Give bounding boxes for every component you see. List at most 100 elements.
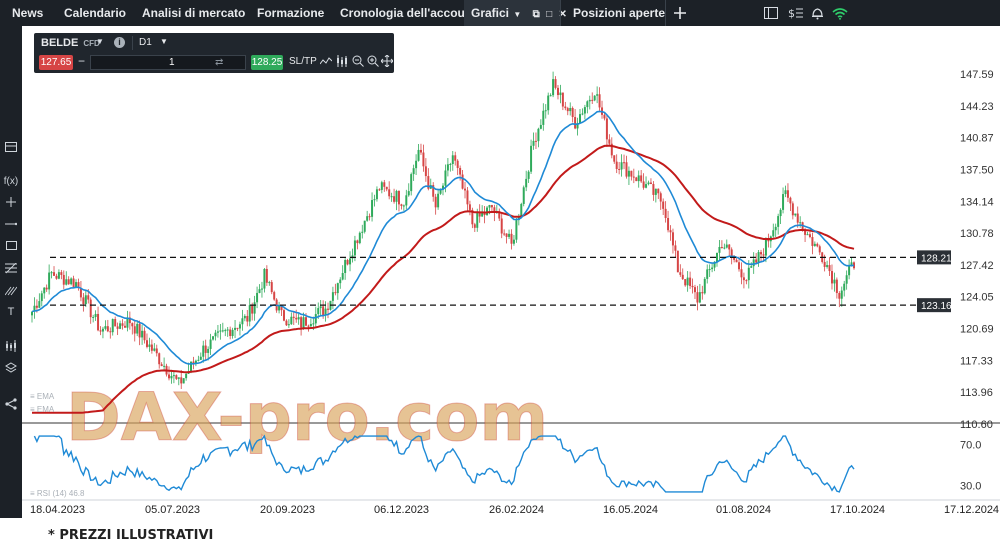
pitchfork-tool-icon[interactable] — [2, 281, 20, 299]
candle-body — [138, 323, 141, 338]
rectangle-tool-icon[interactable] — [2, 236, 20, 254]
candle-body — [591, 99, 594, 101]
candle-body — [295, 317, 298, 320]
candle-body — [194, 360, 197, 364]
candle-body — [520, 203, 523, 217]
candle-body — [442, 185, 444, 190]
tab-grafici[interactable]: Grafici ▼ ⧉ □ ✕ — [464, 0, 567, 26]
top-navigation: News Calendario Analisi di mercato Forma… — [0, 0, 1000, 26]
layout-icon[interactable] — [762, 4, 780, 22]
candle-body — [422, 152, 425, 167]
chart-type-icon[interactable] — [2, 138, 20, 156]
tab-cronologia-account[interactable]: Cronologia dell'account — [340, 6, 477, 20]
quantity-input[interactable]: 1 ⇄ — [90, 55, 246, 70]
candle-body — [385, 186, 388, 190]
candle-body — [833, 279, 836, 284]
candle-body — [229, 329, 232, 336]
instrument-symbol[interactable]: BELDE — [41, 37, 79, 49]
maximize-icon[interactable]: □ — [546, 9, 553, 20]
candle-body — [182, 378, 185, 384]
candle-body — [488, 205, 491, 208]
candle-body — [789, 197, 792, 204]
chevron-down-icon[interactable]: ▼ — [513, 10, 522, 19]
candle-body — [642, 181, 645, 188]
rsi-tick-label: 70.0 — [960, 439, 981, 451]
candle-body — [177, 377, 180, 379]
candle-body — [784, 190, 787, 195]
candle-body — [432, 185, 435, 197]
candle-body — [349, 258, 352, 265]
level-label: 128.21 — [921, 253, 952, 264]
indicators-icon[interactable] — [2, 337, 20, 355]
candle-body — [175, 375, 178, 379]
candle-body — [302, 317, 305, 328]
move-icon[interactable] — [380, 54, 394, 70]
add-tab-icon[interactable] — [668, 2, 692, 24]
candle-body — [464, 188, 467, 191]
function-icon[interactable]: f(x) — [3, 175, 19, 187]
tab-analisi-di-mercato[interactable]: Analisi di mercato — [142, 6, 246, 20]
candle-body — [226, 329, 229, 331]
line-tool-icon[interactable] — [2, 215, 20, 233]
layers-icon[interactable] — [2, 359, 20, 377]
tab-separator — [665, 0, 666, 26]
candle-body — [77, 282, 80, 288]
detach-icon[interactable]: ⧉ — [532, 9, 540, 20]
candle-body — [65, 279, 68, 285]
candles-icon[interactable] — [336, 55, 348, 70]
drawing-toolbar: f(x) T — [0, 26, 22, 518]
tab-calendario[interactable]: Calendario — [64, 6, 127, 20]
fibonacci-tool-icon[interactable] — [2, 259, 20, 277]
crosshair-icon[interactable] — [2, 193, 20, 211]
candle-body — [637, 175, 640, 182]
info-icon[interactable]: i — [114, 37, 125, 48]
candle-body — [89, 299, 92, 318]
currency-settings-icon[interactable]: $ — [787, 4, 805, 22]
text-tool-icon[interactable]: T — [7, 306, 15, 318]
candle-body — [141, 330, 144, 338]
swap-icon[interactable]: ⇄ — [215, 57, 224, 68]
candle-body — [216, 331, 219, 333]
candle-body — [645, 184, 648, 188]
timeframe-select[interactable]: D1 ▼ — [132, 36, 172, 50]
candle-body — [571, 107, 574, 118]
candle-body — [835, 279, 838, 294]
candle-body — [596, 94, 599, 96]
candle-body — [698, 292, 701, 303]
candle-body — [850, 262, 853, 266]
candle-body — [608, 139, 611, 144]
candle-body — [407, 191, 410, 196]
chevron-down-icon[interactable]: ▼ — [96, 37, 104, 46]
candle-body — [772, 230, 775, 237]
candle-body — [383, 182, 386, 187]
close-icon[interactable]: ✕ — [558, 9, 567, 20]
tab-formazione[interactable]: Formazione — [257, 6, 325, 20]
share-icon[interactable] — [2, 395, 20, 413]
candle-body — [498, 211, 501, 219]
price-chart[interactable]: DAX-pro.com 147.59 144.23 140.87 137.50 134.1… — [22, 26, 1000, 518]
zoom-in-icon[interactable] — [367, 55, 379, 70]
chart-area[interactable]: DAX-pro.com 147.59 144.23 140.87 137.50 134.1… — [22, 26, 1000, 518]
candle-body — [97, 313, 100, 331]
sltp-button[interactable]: SL/TP — [289, 56, 317, 67]
tab-news[interactable]: News — [12, 6, 44, 20]
candle-body — [371, 200, 374, 217]
candle-body — [50, 272, 53, 274]
tab-posizioni-aperte[interactable]: Posizioni aperte — [573, 6, 666, 20]
candle-body — [40, 293, 43, 302]
candle-body — [388, 189, 391, 197]
candle-body — [190, 361, 193, 372]
candle-body — [449, 163, 452, 165]
buy-button[interactable]: 128.25 — [251, 55, 283, 70]
sell-button[interactable]: 127.65 — [39, 55, 73, 70]
candle-body — [723, 247, 726, 249]
candle-body — [517, 216, 520, 221]
candle-body — [510, 233, 513, 244]
minus-icon[interactable]: − — [78, 54, 86, 68]
line-chart-icon[interactable] — [319, 55, 333, 70]
zoom-out-icon[interactable] — [352, 55, 364, 70]
chevron-down-icon[interactable]: ▼ — [160, 37, 168, 46]
candle-body — [43, 287, 46, 294]
candle-body — [314, 314, 317, 324]
bell-icon[interactable] — [808, 4, 826, 22]
